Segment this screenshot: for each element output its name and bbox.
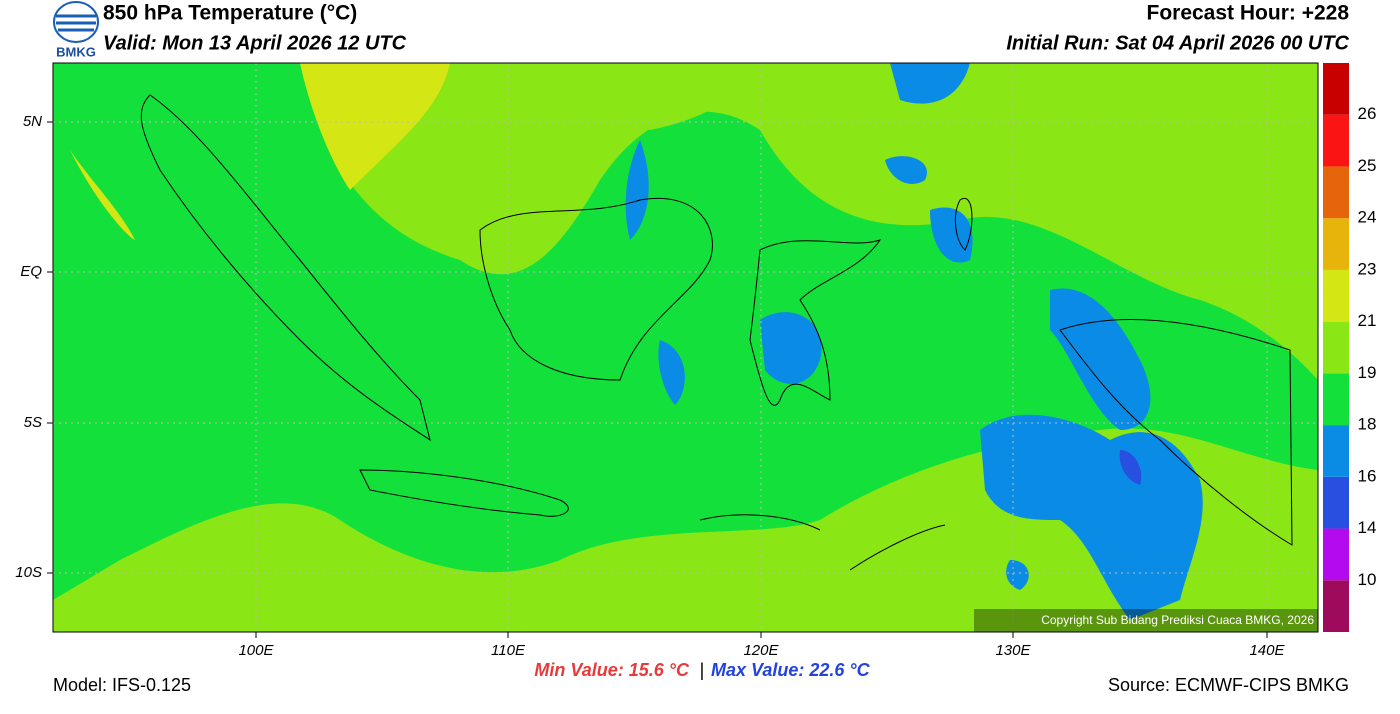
colorbar-label: 23 bbox=[1358, 259, 1377, 278]
lon-label: 120E bbox=[743, 642, 779, 659]
min-value: Min Value: 15.6 °C bbox=[534, 660, 690, 680]
colorbar-label: 25 bbox=[1358, 156, 1377, 175]
colorbar-label: 10 bbox=[1358, 570, 1377, 589]
logo: BMKG bbox=[53, 1, 99, 59]
colorbar-swatch bbox=[1323, 166, 1349, 219]
title: 850 hPa Temperature (°C) bbox=[103, 2, 357, 25]
colorbar-swatch bbox=[1323, 218, 1349, 270]
colorbar-label: 19 bbox=[1358, 363, 1377, 382]
source: Source: ECMWF-CIPS BMKG bbox=[1108, 675, 1349, 695]
colorbar-swatch bbox=[1323, 114, 1349, 167]
copyright-box bbox=[974, 609, 1318, 632]
lat-label: 5S bbox=[24, 414, 42, 431]
lat-label: EQ bbox=[20, 263, 42, 280]
colorbar-swatch bbox=[1323, 269, 1349, 322]
lon-label: 130E bbox=[995, 642, 1031, 659]
lat-label: 10S bbox=[15, 564, 42, 581]
colorbar-swatch bbox=[1323, 528, 1349, 581]
separator: | bbox=[700, 660, 705, 680]
logo-text: BMKG bbox=[56, 44, 96, 59]
colorbar-swatch bbox=[1323, 476, 1349, 529]
valid-time: Valid: Mon 13 April 2026 12 UTC bbox=[103, 32, 407, 54]
coastlines bbox=[140, 94, 1293, 571]
colorbar-swatch bbox=[1323, 580, 1349, 632]
map-field bbox=[53, 63, 1318, 632]
map-frame bbox=[52, 62, 1319, 633]
max-value: Max Value: 22.6 °C bbox=[711, 660, 871, 680]
colorbar-label: 26 bbox=[1358, 104, 1377, 123]
colorbar-label: 14 bbox=[1358, 518, 1377, 537]
lon-label: 140E bbox=[1249, 642, 1285, 659]
forecast-hour: Forecast Hour: +228 bbox=[1147, 2, 1350, 25]
model: Model: IFS-0.125 bbox=[53, 675, 191, 695]
lon-label: 110E bbox=[491, 642, 526, 659]
initial-run: Initial Run: Sat 04 April 2026 00 UTC bbox=[1006, 32, 1349, 54]
colorbar-label: 18 bbox=[1358, 415, 1377, 434]
colorbar-swatch bbox=[1323, 373, 1349, 426]
colorbar-swatch bbox=[1323, 63, 1349, 115]
lat-label: 5N bbox=[23, 113, 42, 130]
colorbar-label: 21 bbox=[1358, 311, 1377, 330]
copyright: Copyright Sub Bidang Prediksi Cuaca BMKG… bbox=[1041, 613, 1314, 627]
colorbar-swatch bbox=[1323, 321, 1349, 374]
lon-label: 100E bbox=[238, 642, 274, 659]
colorbar-label: 24 bbox=[1358, 208, 1377, 227]
colorbar-label: 16 bbox=[1358, 466, 1377, 485]
graticule bbox=[53, 63, 1318, 632]
colorbar-swatch bbox=[1323, 425, 1349, 477]
